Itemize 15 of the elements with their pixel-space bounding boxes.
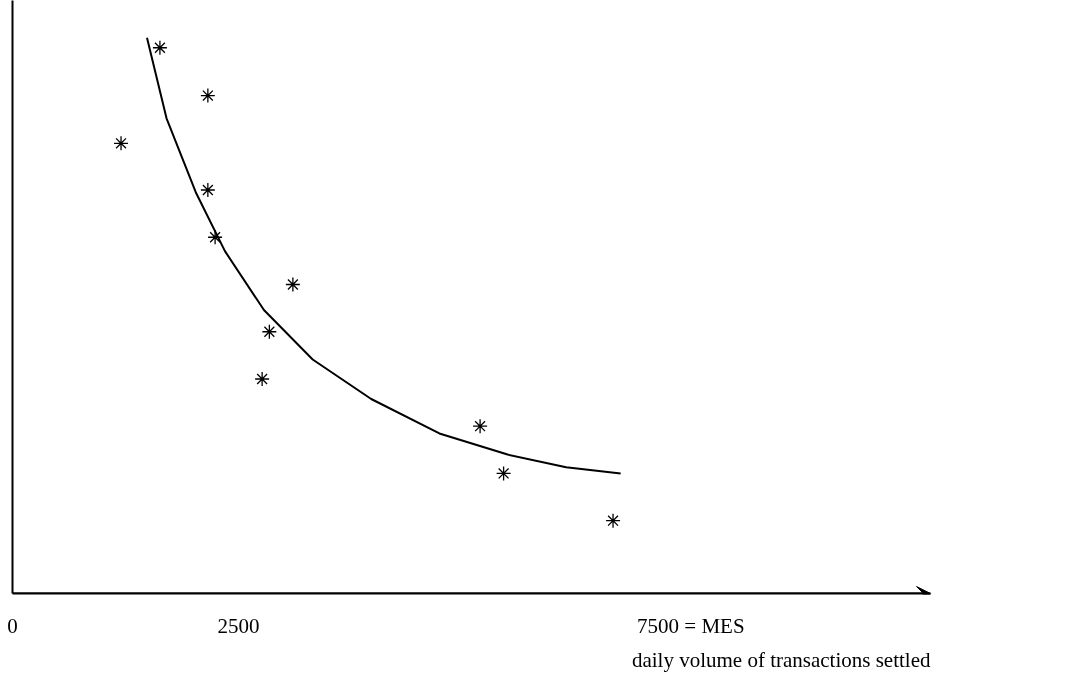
point [254,371,270,387]
point [152,40,168,56]
point [495,465,512,482]
x-tick-label: 2500 [217,613,260,638]
point [113,135,129,151]
x-axis-title: daily volume of transactions settled [631,647,931,672]
point [285,276,301,293]
point [200,87,216,104]
x-tick-label: 0 [7,613,18,638]
point [472,418,488,434]
point [261,324,278,340]
point [200,182,216,198]
point [605,513,621,529]
point [207,229,223,245]
x-tick-label: 7500 = MES [637,613,745,638]
